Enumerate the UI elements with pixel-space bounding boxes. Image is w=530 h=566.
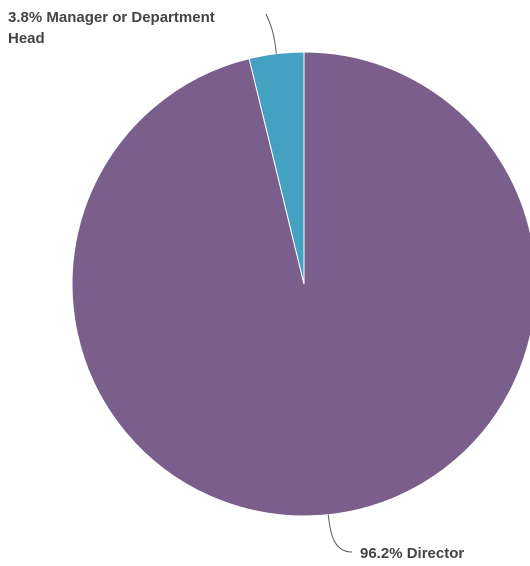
pie-slice-manager-or-department-head xyxy=(248,51,305,285)
slice-label-manager: 3.8% Manager or Department Head xyxy=(8,9,215,47)
leader-line-director xyxy=(327,514,353,553)
labels-layer: 3.8% Manager or Department Head 96.2% Dire… xyxy=(8,9,464,562)
leader-line-manager xyxy=(265,13,277,54)
leader-lines-layer xyxy=(265,13,353,553)
slice-label-manager-line-2: Head xyxy=(8,30,45,47)
slice-label-director: 96.2% Director xyxy=(360,545,464,562)
slice-label-manager-line-1: 3.8% Manager or Department xyxy=(8,9,215,26)
pie-slice-director xyxy=(71,51,530,517)
slices-layer xyxy=(71,51,530,517)
